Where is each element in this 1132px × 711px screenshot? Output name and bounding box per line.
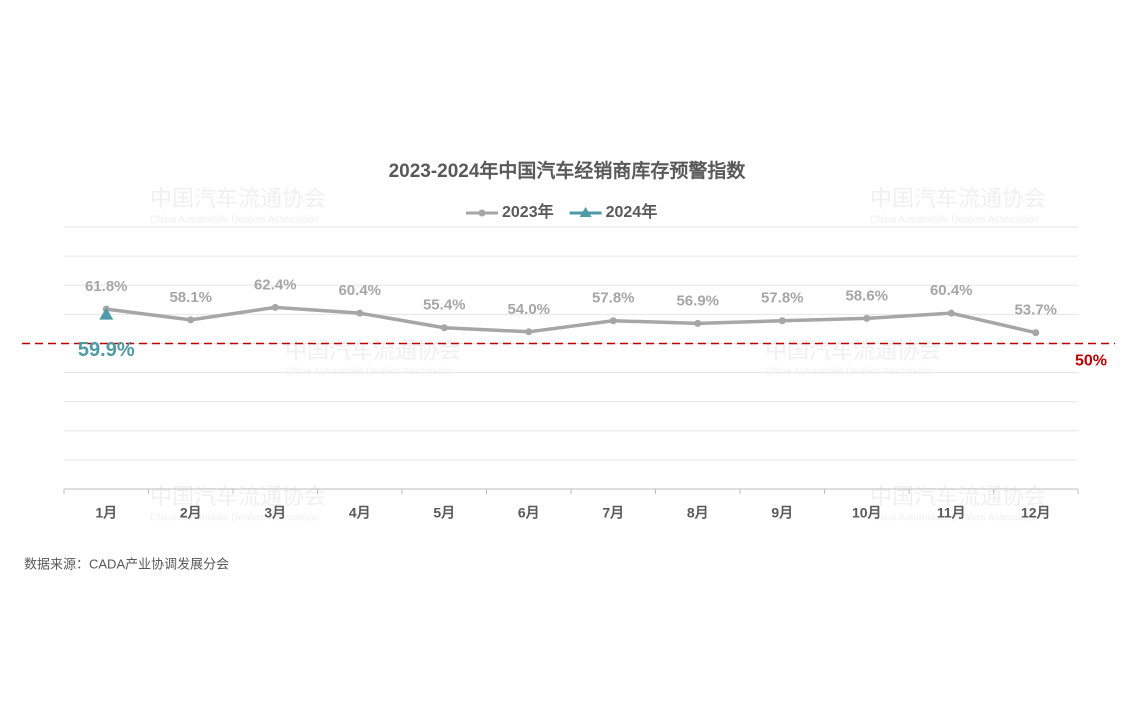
data-label: 59.9% [78, 339, 135, 361]
reference-label: 50% [1075, 353, 1107, 370]
x-tick-label: 3月 [264, 505, 286, 521]
data-label: 57.8% [592, 290, 635, 307]
data-label: 55.4% [423, 297, 466, 314]
x-tick-label: 9月 [771, 505, 793, 521]
x-tick-label: 2月 [180, 505, 202, 521]
x-tick-label: 10月 [852, 505, 882, 521]
x-tick-label: 12月 [1021, 505, 1051, 521]
data-label: 56.9% [676, 292, 719, 309]
point [356, 309, 364, 317]
point [778, 317, 786, 325]
watermark: 中国汽车流通协会 [870, 187, 1046, 212]
point [525, 328, 533, 336]
x-tick-label: 5月 [433, 505, 455, 521]
point [99, 307, 114, 320]
watermark: China Automobile Dealers Association [870, 215, 1039, 226]
legend-marker [478, 209, 486, 217]
watermark: China Automobile Dealers Association [870, 513, 1039, 524]
source: 数据来源：CADA产业协调发展分会 [24, 556, 229, 571]
data-label: 57.8% [761, 290, 804, 307]
watermark: 中国汽车流通协会 [150, 187, 326, 212]
watermark: China Automobile Dealers Association [150, 215, 319, 226]
x-tick-label: 11月 [937, 505, 966, 521]
series-line [106, 305, 1037, 335]
x-tick-label: 6月 [518, 505, 540, 521]
x-tick-label: 7月 [602, 505, 624, 521]
data-label: 58.6% [845, 287, 888, 304]
data-label: 54.0% [507, 301, 550, 318]
data-label: 60.4% [338, 282, 381, 299]
data-label: 53.7% [1014, 302, 1057, 319]
x-tick-label: 4月 [349, 505, 371, 521]
data-label: 58.1% [169, 289, 212, 306]
data-label: 62.4% [254, 276, 297, 293]
chart-title: 2023-2024年中国汽车经销商库存预警指数 [389, 159, 747, 182]
point [947, 309, 955, 317]
legend-label: 2024年 [606, 202, 658, 221]
point [440, 324, 448, 332]
legend-marker [579, 207, 592, 217]
legend-label: 2023年 [502, 202, 554, 221]
point [694, 319, 702, 327]
data-label: 60.4% [930, 282, 973, 299]
point [271, 303, 279, 311]
point [187, 316, 195, 324]
x-tick-label: 8月 [687, 505, 709, 521]
point [609, 317, 617, 325]
x-tick-label: 1月 [95, 505, 117, 521]
watermark: China Automobile Dealers Association [150, 513, 319, 524]
point [863, 314, 871, 322]
data-label: 61.8% [85, 278, 128, 295]
point [1032, 329, 1040, 337]
